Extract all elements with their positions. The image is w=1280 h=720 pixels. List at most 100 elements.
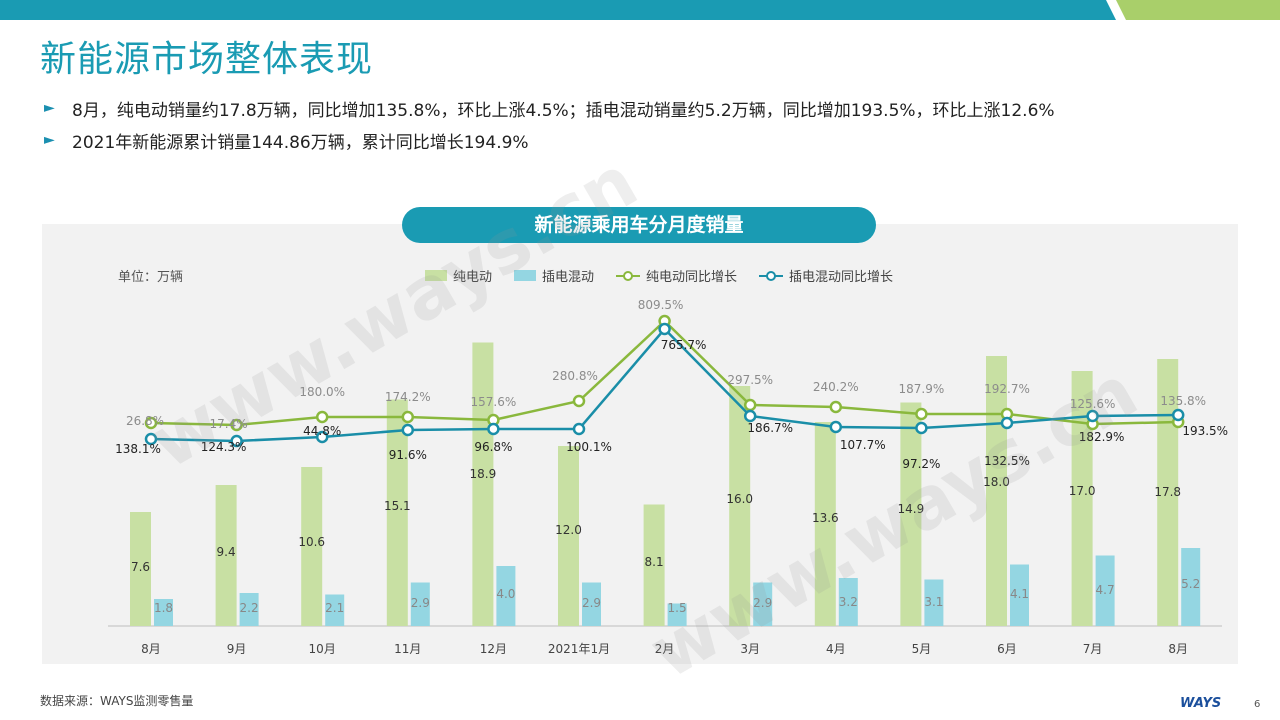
growth-label-phev: 182.9% bbox=[1079, 430, 1125, 444]
summary-bullets: ► 8月，纯电动销量约17.8万辆，同比增加135.8%，环比上涨4.5%；插电… bbox=[44, 92, 1264, 156]
growth-label-phev: 107.7% bbox=[840, 438, 886, 452]
legend-label-bev-growth: 纯电动同比增长 bbox=[646, 270, 738, 285]
bar-bev-label: 17.8 bbox=[1154, 485, 1181, 499]
bullet-text: 2021年新能源累计销量144.86万辆，累计同比增长194.9% bbox=[72, 132, 529, 153]
point-phev-growth bbox=[572, 422, 586, 436]
bar-bev-label: 18.9 bbox=[470, 467, 497, 481]
bar-bev bbox=[386, 399, 408, 626]
x-tick-label: 10月 bbox=[309, 642, 336, 656]
point-bev-growth bbox=[915, 407, 928, 421]
x-tick-label: 8月 bbox=[1168, 642, 1188, 656]
point-bev-growth bbox=[401, 410, 415, 424]
page-title: 新能源市场整体表现 bbox=[40, 39, 374, 80]
chart-title: 新能源乘用车分月度销量 bbox=[402, 207, 876, 243]
x-tick-label: 6月 bbox=[997, 642, 1017, 656]
growth-label-phev: 100.1% bbox=[566, 440, 612, 454]
growth-label-bev: 125.6% bbox=[1070, 397, 1116, 411]
bar-bev-label: 12.0 bbox=[555, 523, 582, 537]
bar-bev bbox=[729, 386, 751, 626]
point-phev-growth bbox=[401, 423, 415, 437]
bar-phev bbox=[154, 599, 173, 626]
point-phev-growth bbox=[829, 420, 843, 434]
x-tick-label: 8月 bbox=[141, 642, 161, 656]
legend-line-bev-growth bbox=[616, 270, 641, 282]
growth-label-bev: 26.8% bbox=[126, 414, 164, 428]
chart-legend: 纯电动 插电混动 纯电动同比增长 插电混动同比增长 bbox=[425, 266, 915, 285]
x-tick-label: 9月 bbox=[227, 642, 247, 656]
bar-phev-label: 2.9 bbox=[411, 596, 430, 610]
point-bev-growth bbox=[572, 394, 586, 408]
bar-phev-label: 2.9 bbox=[753, 596, 772, 610]
legend-item-bev-growth: 纯电动同比增长 bbox=[616, 266, 737, 285]
growth-label-bev: 135.8% bbox=[1160, 394, 1206, 408]
bar-phev-label: 4.1 bbox=[1010, 587, 1029, 601]
bar-phev bbox=[924, 579, 944, 626]
bar-bev-label: 14.9 bbox=[898, 502, 925, 516]
point-phev-growth bbox=[658, 322, 671, 336]
growth-label-bev: 192.7% bbox=[984, 382, 1030, 396]
legend-label-phev-growth: 插电混动同比增长 bbox=[789, 270, 894, 285]
x-tick-label: 3月 bbox=[740, 642, 760, 656]
legend-item-phev: 插电混动 bbox=[514, 266, 594, 285]
point-bev-growth bbox=[144, 416, 158, 430]
data-source: 数据来源：WAYS监测零售量 bbox=[40, 694, 194, 708]
point-phev-growth bbox=[1171, 408, 1185, 422]
bar-phev-label: 2.1 bbox=[325, 601, 344, 615]
bar-bev-label: 9.4 bbox=[217, 545, 236, 559]
bar-bev-label: 16.0 bbox=[726, 492, 753, 506]
bar-bev-label: 13.6 bbox=[812, 511, 839, 525]
legend-label-phev: 插电混动 bbox=[542, 270, 595, 285]
bullet-item: ► 8月，纯电动销量约17.8万辆，同比增加135.8%，环比上涨4.5%；插电… bbox=[44, 92, 1264, 124]
legend-item-phev-growth: 插电混动同比增长 bbox=[759, 266, 893, 285]
bar-bev-label: 17.0 bbox=[1069, 484, 1096, 498]
point-bev-growth bbox=[743, 398, 757, 412]
growth-label-bev: 187.9% bbox=[899, 382, 945, 396]
bar-bev bbox=[900, 402, 922, 626]
bar-phev bbox=[753, 582, 773, 626]
point-bev-growth bbox=[315, 410, 329, 424]
legend-item-bev: 纯电动 bbox=[425, 266, 492, 285]
bar-bev-label: 18.0 bbox=[983, 475, 1010, 489]
bar-bev-label: 10.6 bbox=[298, 535, 325, 549]
bar-bev bbox=[130, 512, 151, 626]
growth-label-phev: 44.8% bbox=[303, 424, 341, 438]
bar-phev-label: 2.9 bbox=[582, 596, 601, 610]
bar-phev bbox=[838, 578, 858, 626]
x-tick-label: 7月 bbox=[1083, 642, 1103, 656]
growth-label-phev: 193.5% bbox=[1182, 424, 1228, 438]
growth-label-bev: 240.2% bbox=[813, 380, 859, 394]
bar-phev-label: 4.0 bbox=[496, 587, 515, 601]
legend-swatch-phev bbox=[514, 270, 537, 281]
point-phev-growth bbox=[915, 421, 928, 435]
unit-label: 单位：万辆 bbox=[118, 270, 184, 285]
growth-label-bev: 174.2% bbox=[385, 390, 431, 404]
bar-phev bbox=[239, 593, 259, 626]
bullet-arrow-icon: ► bbox=[44, 100, 55, 116]
x-tick-label: 2月 bbox=[655, 642, 675, 656]
bar-bev-label: 8.1 bbox=[645, 555, 664, 569]
point-phev-growth bbox=[1086, 409, 1099, 423]
bar-phev-label: 5.2 bbox=[1181, 577, 1200, 591]
line-bev-growth bbox=[150, 319, 1179, 427]
bar-phev-label: 1.8 bbox=[154, 601, 173, 615]
growth-label-bev: 180.0% bbox=[299, 385, 345, 399]
bar-phev-label: 3.1 bbox=[924, 595, 943, 609]
bar-phev-label: 3.2 bbox=[839, 595, 858, 609]
point-bev-growth bbox=[829, 400, 843, 414]
bar-phev-label: 2.2 bbox=[240, 601, 259, 615]
x-tick-label: 5月 bbox=[912, 642, 932, 656]
growth-label-phev: 97.2% bbox=[902, 457, 940, 471]
page-number: 6 bbox=[1254, 699, 1261, 710]
point-phev-growth bbox=[230, 434, 243, 448]
bar-bev bbox=[1071, 371, 1093, 626]
bar-phev bbox=[325, 594, 345, 626]
bar-phev bbox=[667, 603, 687, 626]
bar-bev bbox=[643, 504, 665, 626]
growth-label-bev: 17.4% bbox=[210, 417, 248, 431]
bar-bev bbox=[558, 446, 579, 626]
point-phev-growth bbox=[144, 432, 158, 446]
bar-phev-label: 1.5 bbox=[668, 601, 687, 615]
point-phev-growth bbox=[743, 409, 757, 423]
bar-bev bbox=[814, 422, 836, 626]
